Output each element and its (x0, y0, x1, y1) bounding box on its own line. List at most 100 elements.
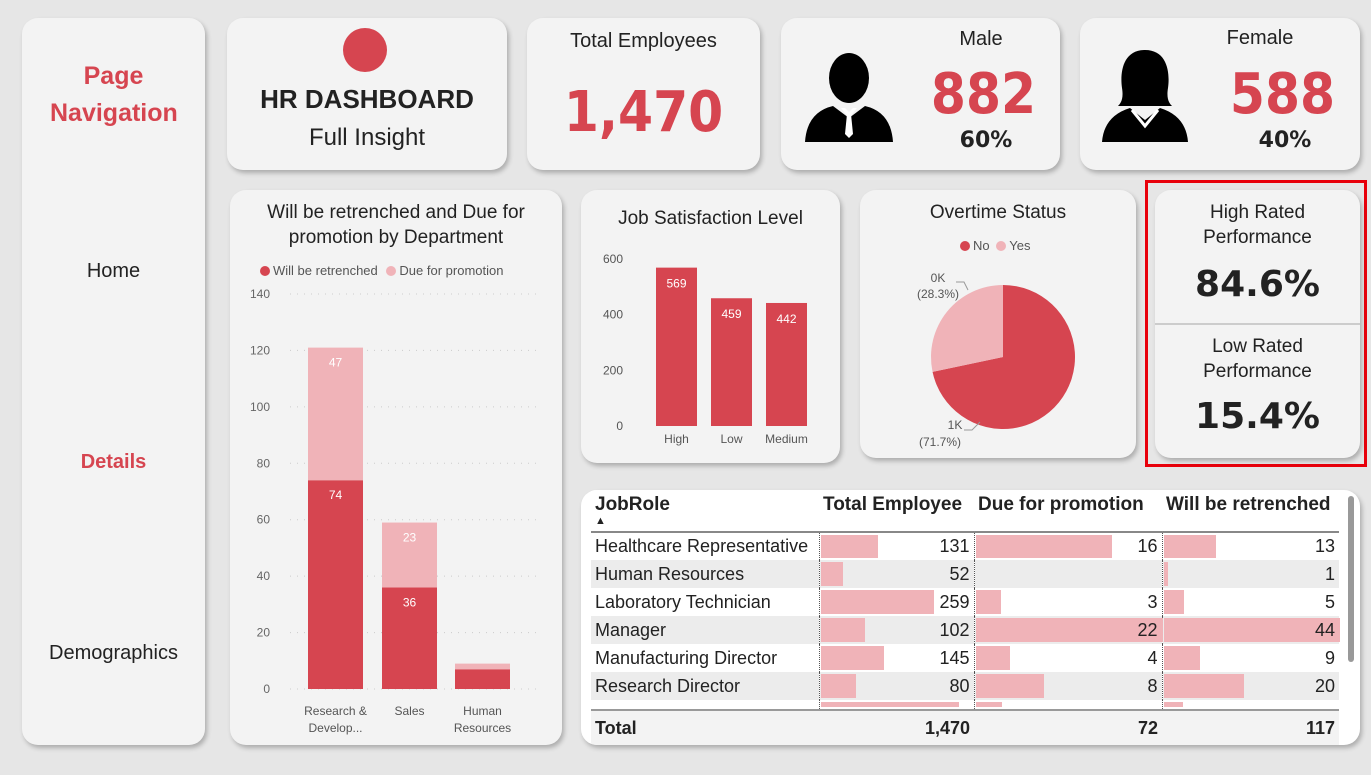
performance-card: High Rated Performance 84.6% Low Rated P… (1155, 190, 1360, 458)
overtime-title: Overtime Status (929, 202, 1067, 223)
y-tick-label: 0 (616, 419, 623, 433)
data-label: 36 (403, 595, 417, 609)
nav-demographics[interactable]: Demographics (49, 642, 178, 664)
table-row[interactable]: Human Resources 52 1 (591, 560, 1339, 588)
data-bar (820, 562, 844, 586)
column-header-promotion[interactable]: Due for promotion (974, 490, 1162, 533)
cell-value: 9 (1324, 647, 1335, 668)
male-card: Male 882 60% (781, 18, 1060, 170)
jobrole-cell: Laboratory Technician (591, 588, 819, 616)
retrenched-cell: 13 (1161, 532, 1339, 560)
cell-value: 16 (1137, 536, 1158, 556)
total-employees-card: Total Employees 1,470 (527, 18, 760, 170)
data-label: 47 (329, 356, 343, 370)
department-chart-title: Will be retrenched and Due for promotion… (267, 202, 525, 248)
pie-label-no: 1K (948, 418, 963, 432)
table-row[interactable]: Healthcare Representative 131 16 13 (591, 532, 1339, 560)
table-row[interactable]: Research Director 80 8 20 (591, 672, 1339, 700)
y-tick-label: 400 (603, 308, 623, 322)
performance-highlight-box (1145, 180, 1367, 467)
nav-details[interactable]: Details (80, 451, 147, 473)
y-tick-label: 60 (257, 513, 271, 527)
leader-line (956, 281, 969, 291)
table-row-partial (591, 700, 1339, 710)
total-employee-sum: 1,470 (819, 709, 974, 745)
y-tick-label: 600 (603, 252, 623, 266)
female-avatar-icon (1102, 50, 1188, 142)
total-label: Total (591, 709, 819, 745)
jobrole-table-card: JobRole ▲ Total Employee Due for promotio… (581, 490, 1360, 745)
x-tick-label: Resources (454, 721, 511, 735)
table-row[interactable]: Laboratory Technician 259 3 5 (591, 588, 1339, 616)
cell-value: 1 (1324, 563, 1335, 584)
high-performance-value: 84.6% (1195, 264, 1320, 305)
data-bar (975, 618, 1163, 642)
table-row[interactable]: Manufacturing Director 145 4 9 (591, 644, 1339, 672)
data-bar (975, 674, 1044, 698)
nav-title: Page Navigation (50, 62, 178, 127)
data-label: 23 (403, 531, 417, 545)
pie-slice-yes (931, 285, 1003, 372)
data-bar (1163, 618, 1340, 642)
y-tick-label: 140 (250, 287, 270, 301)
promotion-cell (973, 560, 1162, 588)
jobrole-cell: Healthcare Representative (591, 532, 819, 560)
data-bar (1163, 535, 1216, 558)
nav-home[interactable]: Home (86, 260, 141, 282)
leader-line (964, 421, 981, 431)
job-satisfaction-bar-chart: 0 200 400 600 569 High 459 Low 442 Medium (603, 252, 808, 446)
overtime-card: Overtime Status No Yes 0K (28.3%) 1K (71.7%… (860, 190, 1136, 458)
table-row[interactable]: Manager 102 22 44 (591, 616, 1340, 644)
x-tick-label: Low (720, 432, 742, 446)
total-employees-value: 1,470 (563, 80, 724, 145)
cell-value: 259 (939, 591, 970, 612)
data-bar (820, 535, 879, 558)
total-employee-cell: 131 (818, 532, 974, 560)
legend-promotion: Due for promotion (399, 263, 504, 278)
performance-divider (1155, 323, 1360, 325)
high-performance-label: High Rated Performance (1203, 202, 1312, 248)
x-tick-label: High (664, 432, 689, 446)
cell-value: 22 (1137, 619, 1158, 640)
legend-dot-promotion (386, 266, 397, 276)
data-bar (1163, 646, 1200, 670)
data-bar (820, 674, 856, 698)
promotion-cell: 22 (973, 616, 1163, 644)
total-employee-cell: 80 (818, 672, 974, 700)
data-bar (1163, 674, 1244, 698)
bar-segment-promotion (308, 347, 363, 481)
total-employee-cell: 52 (818, 560, 974, 588)
legend-no: No (973, 238, 990, 253)
jobrole-cell: Research Director (591, 672, 819, 700)
retrenched-cell: 1 (1161, 560, 1339, 588)
data-bar (820, 646, 885, 670)
y-tick-label: 80 (257, 456, 271, 470)
legend-dot-yes (996, 241, 1007, 251)
data-label: 569 (666, 277, 686, 291)
sort-ascending-icon[interactable]: ▲ (595, 515, 606, 527)
y-tick-label: 200 (603, 363, 623, 377)
cell-value: 80 (949, 675, 970, 696)
bar-segment-promotion (382, 522, 437, 588)
x-tick-label: Medium (765, 432, 808, 446)
department-chart-legend: Will be retrenched Due for promotion (260, 263, 503, 278)
column-header-total[interactable]: Total Employee (819, 490, 974, 533)
column-header-jobrole[interactable]: JobRole ▲ (591, 490, 819, 533)
cell-value: 44 (1314, 619, 1335, 640)
department-chart-card: Will be retrenched and Due for promotion… (230, 190, 562, 745)
legend-retrenched: Will be retrenched (273, 263, 378, 278)
data-bar (820, 590, 935, 614)
y-tick-label: 0 (263, 682, 270, 696)
cell-value: 13 (1314, 536, 1335, 556)
logo-circle-icon (343, 28, 387, 72)
total-employee-cell: 145 (818, 644, 974, 672)
male-avatar-icon (805, 53, 893, 142)
total-employee-cell: 102 (818, 616, 974, 644)
table-scrollbar[interactable] (1348, 496, 1354, 662)
column-header-retrenched[interactable]: Will be retrenched (1162, 490, 1339, 533)
header-card: HR DASHBOARD Full Insight (227, 18, 507, 170)
male-label: Male (959, 28, 1003, 50)
table-total-row: Total 1,470 72 117 (591, 709, 1339, 745)
cell-value: 8 (1147, 675, 1158, 696)
total-employee-cell: 259 (818, 588, 974, 616)
